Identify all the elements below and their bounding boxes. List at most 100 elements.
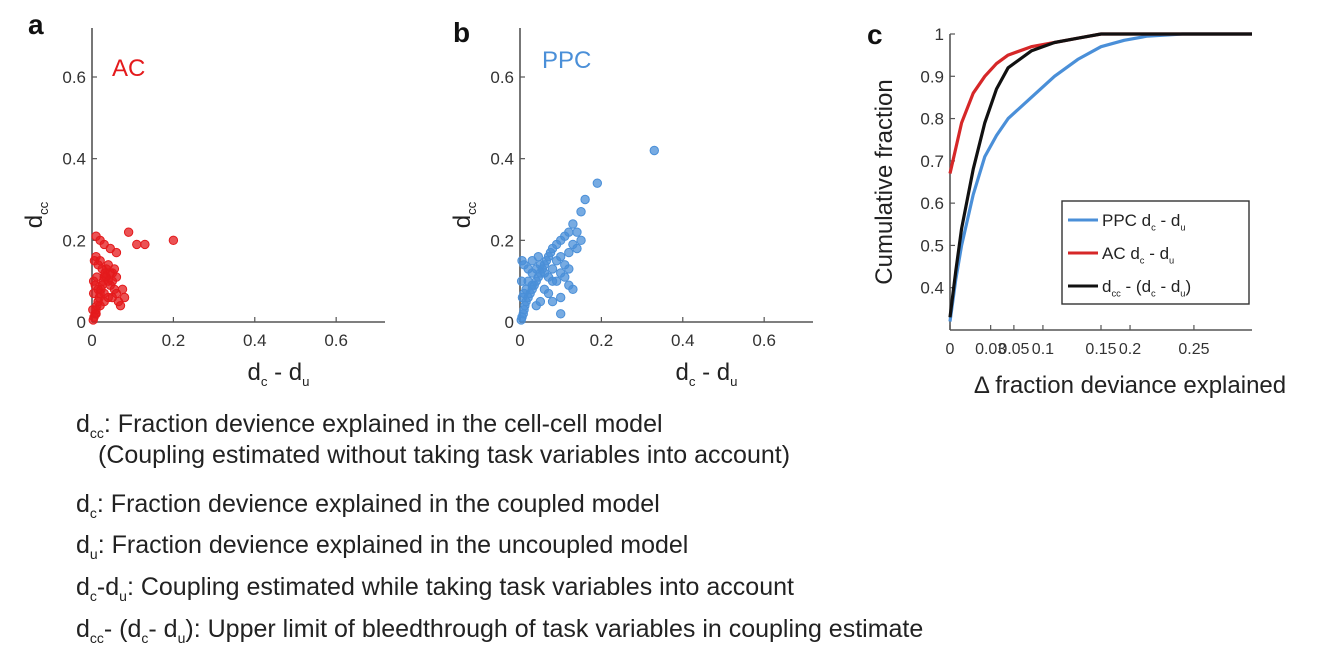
- scatter-point: [123, 227, 134, 237]
- definition-subscript: cc: [89, 630, 104, 646]
- y-tick-label: 0.2: [62, 231, 86, 250]
- cdf-series-line: [948, 32, 1252, 318]
- x-tick-label: 0.6: [752, 331, 776, 350]
- y-axis-label: dcc: [449, 201, 479, 228]
- x-tick-label: 0.15: [1085, 341, 1116, 358]
- definition-text: : Fraction devience explained in the cel…: [103, 410, 663, 438]
- definition-text: (Coupling estimated without taking task …: [98, 441, 791, 469]
- x-tick-label: 0.05: [998, 341, 1029, 358]
- scatter-point: [95, 256, 105, 266]
- scatter-point: [117, 284, 128, 295]
- definition-text: d: [76, 531, 90, 559]
- scatter-point: [560, 272, 570, 282]
- y-tick-label: 0.6: [62, 68, 86, 87]
- y-tick-label: 0.7: [920, 152, 944, 171]
- y-tick-label: 0.6: [490, 68, 514, 87]
- definition-text: d: [76, 573, 90, 601]
- panel-letter: b: [453, 17, 470, 48]
- definition-text: d: [76, 490, 90, 518]
- scatter-point: [535, 260, 546, 270]
- y-tick-label: 0.8: [920, 110, 944, 129]
- scatter-point: [95, 300, 105, 311]
- definition-subscript: c: [141, 630, 149, 646]
- x-axis-label: dc - du: [676, 359, 738, 389]
- x-axis-label: Δ fraction deviance explained: [974, 372, 1286, 399]
- scatter-point: [564, 264, 574, 274]
- definition-row: (Coupling estimated without taking task …: [98, 443, 790, 468]
- scatter-point: [88, 305, 98, 315]
- x-tick-label: 0.4: [671, 331, 695, 350]
- scatter-point: [99, 288, 109, 299]
- definition-text: - (d: [103, 615, 142, 643]
- scatter-point: [539, 284, 550, 295]
- definition-text: : Fraction devience explained in the unc…: [97, 531, 689, 559]
- x-tick-label: 0.4: [243, 331, 267, 350]
- scatter-point: [516, 276, 527, 286]
- y-axis-label: dcc: [21, 201, 51, 228]
- x-tick-label: 0.2: [162, 331, 186, 350]
- panel-letter: c: [867, 19, 883, 50]
- x-tick-label: 0.2: [1119, 341, 1141, 358]
- scatter-point: [111, 247, 122, 258]
- definition-text: d: [76, 410, 90, 438]
- scatter-point: [564, 247, 574, 258]
- x-tick-label: 0: [515, 331, 524, 350]
- definition-subscript: u: [119, 588, 127, 604]
- scatter-point: [576, 235, 586, 246]
- scatter-point: [140, 239, 150, 250]
- scatter-point: [547, 276, 558, 286]
- definition-text: : Upper limit of bleedthrough of task va…: [193, 615, 924, 643]
- y-tick-label: 0.4: [920, 279, 944, 298]
- scatter-point: [568, 284, 578, 295]
- legend: PPC dc - du AC dc - du dcc - (dc - du): [1061, 200, 1250, 305]
- y-tick-label: 0.9: [920, 67, 944, 86]
- cdf-series-line: [948, 32, 1252, 322]
- area-label: PPC: [542, 47, 591, 74]
- definition-text: : Coupling estimated while taking task v…: [126, 573, 794, 601]
- scatter-point: [97, 264, 107, 274]
- definition-row: dc-du: Coupling estimated while taking t…: [76, 573, 794, 604]
- y-axis-label: Cumulative fraction: [871, 79, 898, 284]
- x-tick-label: 0.6: [324, 331, 348, 350]
- scatter-point: [103, 276, 113, 286]
- cdf-series-line: [948, 32, 1252, 174]
- scatter-point: [592, 178, 603, 188]
- definition-subscript: u: [177, 630, 186, 646]
- panel-b-scatter: 0 0.2 0.4 0.6 0 0.2 0.4 0.6 dc - du dcc PPC b: [449, 17, 813, 389]
- scatter-point: [531, 300, 541, 311]
- panel-letter: a: [28, 9, 44, 40]
- scatter-point: [555, 251, 566, 262]
- legend-label: dcc - (dc - du): [1102, 277, 1191, 298]
- scatter-point: [649, 145, 659, 156]
- scatter-point: [564, 227, 574, 237]
- scatter-point: [517, 292, 528, 303]
- x-tick-label: 0.2: [590, 331, 614, 350]
- definition-row: dc: Fraction devience explained in the c…: [76, 490, 660, 521]
- definition-row: dcc: Fraction devience explained in the …: [76, 410, 663, 441]
- y-tick-label: 0: [505, 313, 514, 332]
- definition-subscript: u: [89, 546, 98, 562]
- y-tick-label: 1: [935, 25, 944, 44]
- y-tick-label: 0.4: [62, 150, 86, 169]
- scatter-point: [576, 207, 586, 217]
- y-tick-label: 0.5: [920, 236, 944, 255]
- scatter-point: [568, 219, 578, 229]
- y-tick-label: 0.2: [490, 231, 514, 250]
- scatter-point: [547, 264, 558, 274]
- scatter-point: [107, 268, 118, 278]
- definition-text: ): [185, 615, 194, 643]
- y-tick-label: 0.6: [920, 194, 944, 213]
- definition-text: - d: [148, 615, 178, 643]
- scatter-point: [119, 292, 130, 303]
- scatter-point: [572, 243, 582, 254]
- scatter-point: [580, 194, 590, 205]
- x-tick-label: 0.25: [1178, 341, 1209, 358]
- y-tick-label: 0.4: [490, 150, 514, 169]
- x-tick-label: 0: [87, 331, 96, 350]
- scatter-point: [572, 227, 582, 237]
- definition-text: : Fraction devience explained in the cou…: [96, 490, 660, 518]
- x-tick-label: 0.03: [975, 341, 1006, 358]
- x-tick-label: 0: [946, 341, 955, 358]
- definition-subscript: c: [89, 588, 97, 604]
